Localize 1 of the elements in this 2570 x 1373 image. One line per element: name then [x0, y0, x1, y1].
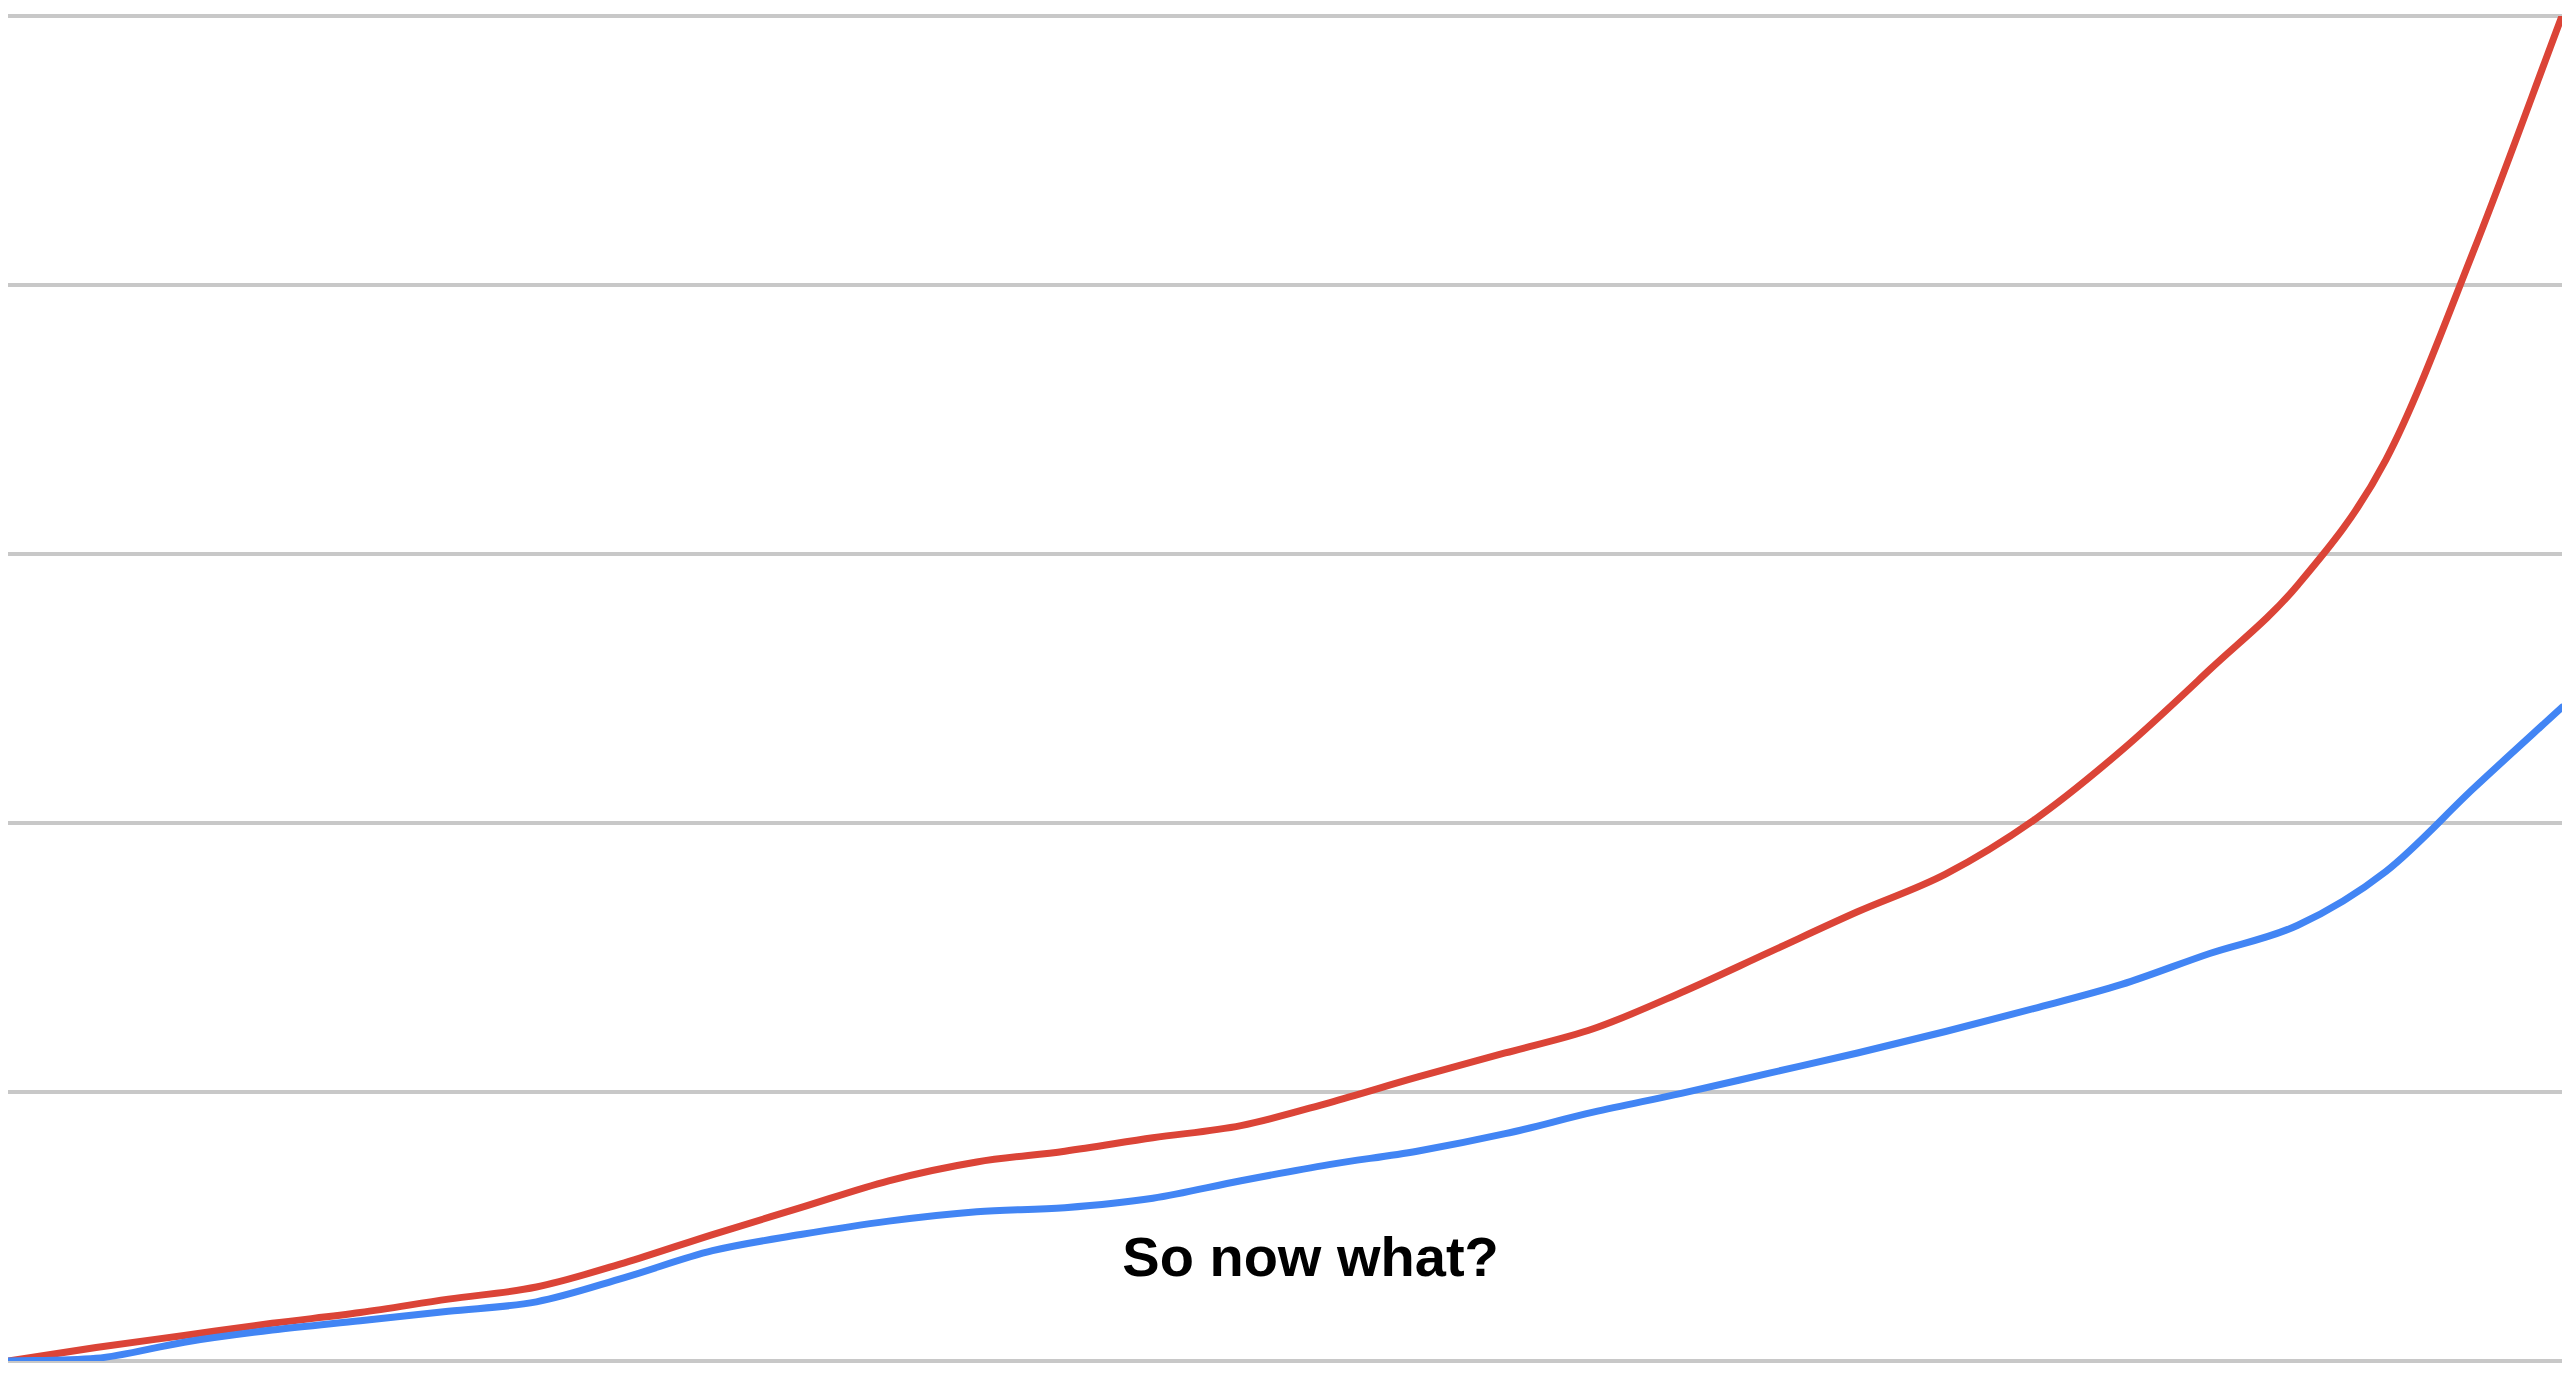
annotation: So now what? — [1122, 1224, 1499, 1288]
